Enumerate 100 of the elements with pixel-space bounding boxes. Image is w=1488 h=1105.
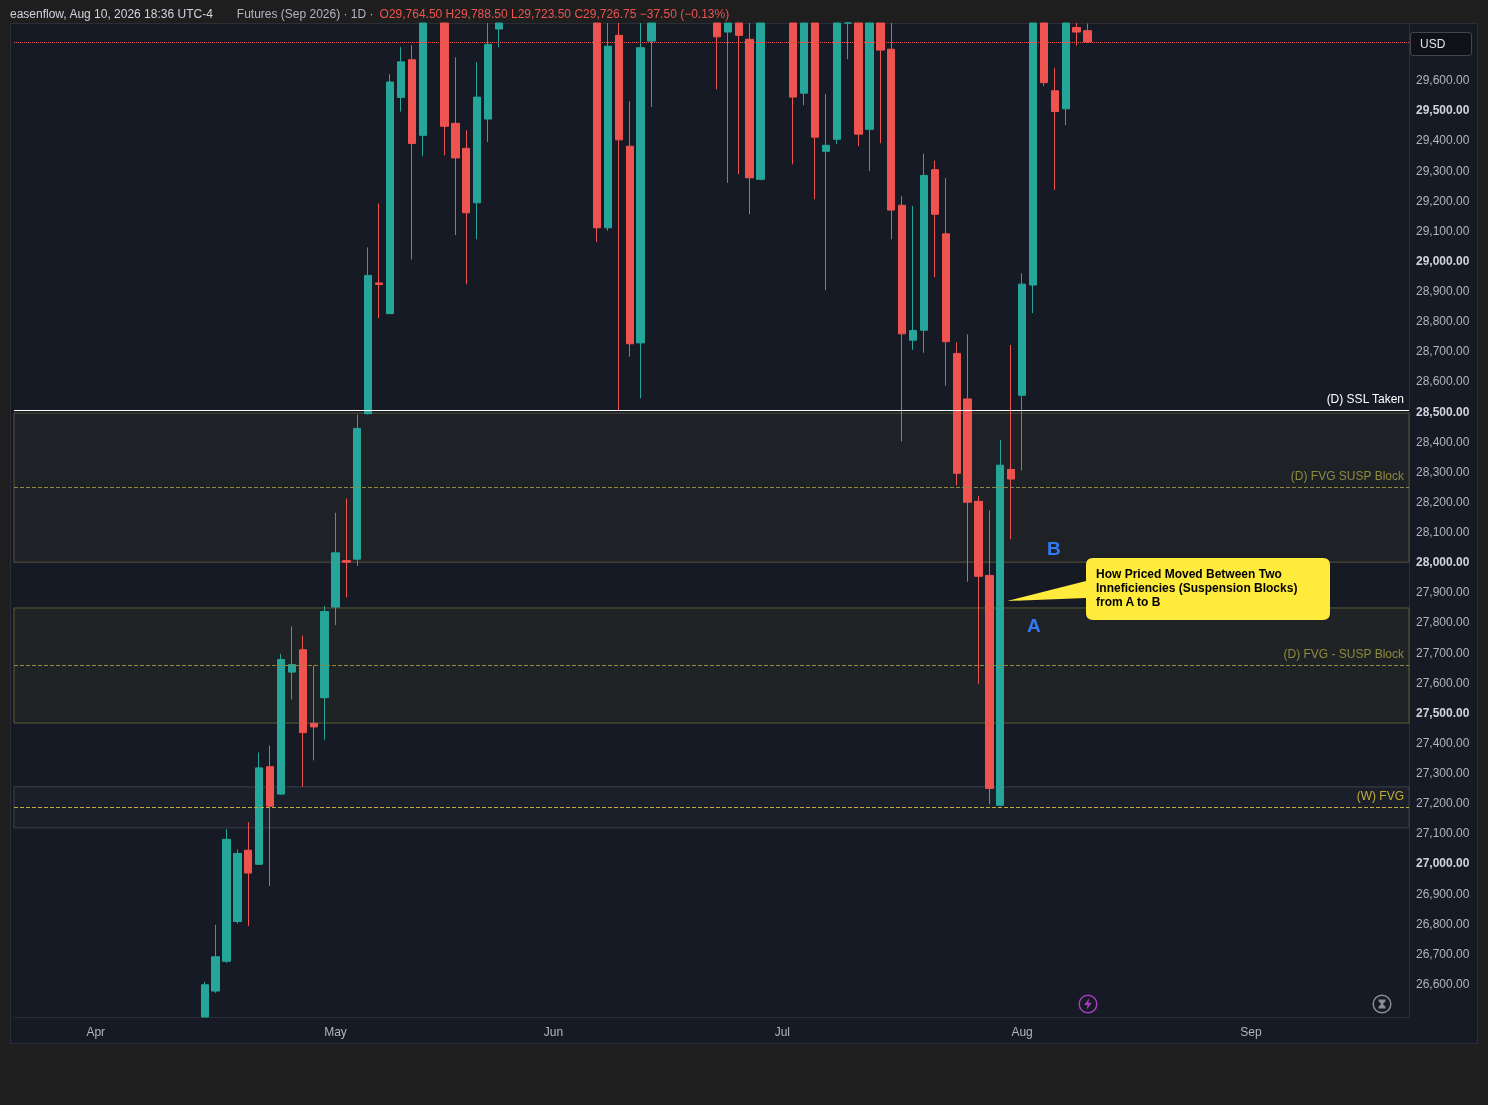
candlestick [844, 22, 852, 60]
x-tick-label: Jul [774, 1025, 791, 1039]
candlestick [1029, 22, 1037, 314]
y-tick-label: 26,600.00 [1416, 976, 1470, 991]
annotation: B [1047, 538, 1061, 560]
annotation: How Priced Moved Between Two Inneficiencies (Suspension Blocks) from A to B [1096, 567, 1299, 609]
candlestick [636, 22, 645, 399]
candlestick [320, 605, 329, 741]
x-tick-label: Apr [86, 1025, 106, 1039]
y-tick-label: 27,700.00 [1416, 645, 1470, 660]
y-tick-label: 29,000.00 [1416, 253, 1470, 268]
candlestick [495, 22, 503, 48]
x-tick-label: Jun [543, 1025, 564, 1039]
candlestick [353, 414, 361, 567]
y-tick-label: 28,100.00 [1416, 525, 1470, 540]
candlestick [909, 205, 917, 351]
candlestick [865, 22, 874, 172]
chart-subtitle: O29,764.50 H29,788.50 L29,723.50 C29,726.75 −37.50 (−0.13%) [379, 7, 730, 21]
candlestick [484, 22, 492, 143]
x-tick-label: Aug [1011, 1025, 1033, 1039]
candlestick [800, 22, 808, 106]
candlestick [1051, 67, 1059, 191]
ref-line-label: (W) FVG [1356, 789, 1404, 804]
y-tick-label: 27,100.00 [1416, 826, 1470, 841]
candlestick [647, 22, 656, 108]
candlestick [397, 46, 405, 113]
y-tick-label: 27,000.00 [1416, 856, 1470, 871]
y-tick-label: 27,900.00 [1416, 585, 1470, 600]
y-tick-label: 29,400.00 [1416, 133, 1470, 148]
candlestick [255, 752, 263, 866]
y-tick-label: 27,600.00 [1416, 675, 1470, 690]
candlestick [462, 129, 470, 285]
y-tick-label: 27,200.00 [1416, 796, 1470, 811]
candlestick [266, 745, 274, 887]
y-tick-label: 28,700.00 [1416, 344, 1470, 359]
candlestick [963, 333, 972, 583]
y-tick-label: 26,800.00 [1416, 916, 1470, 931]
candlestick [222, 828, 231, 964]
y-tick-label: 29,200.00 [1416, 193, 1470, 208]
candlestick [1007, 344, 1015, 540]
y-tick-label: 26,900.00 [1416, 886, 1470, 901]
candlestick [451, 56, 460, 236]
candlestick [277, 653, 285, 796]
candlestick [233, 849, 242, 925]
candlestick [473, 61, 481, 240]
candlestick [626, 100, 634, 358]
candlestick [822, 93, 830, 291]
y-tick-label: 29,100.00 [1416, 223, 1470, 238]
candlestick [375, 202, 383, 319]
candlestick [419, 22, 427, 157]
chart-title: Futures (Sep 2026) · 1D · [236, 7, 374, 21]
candlestick [833, 22, 841, 145]
candlestick [211, 924, 220, 994]
ref-line-label: (D) FVG - SUSP Block [1283, 646, 1405, 661]
y-tick-label: 29,600.00 [1416, 73, 1470, 88]
candlestick [386, 73, 394, 315]
y-tick-label: 28,200.00 [1416, 494, 1470, 509]
ref-line-label: (D) SSL Taken [1326, 392, 1404, 407]
candlestick [408, 44, 416, 260]
x-tick-label: Sep [1240, 1025, 1262, 1039]
y-tick-label: 27,800.00 [1416, 615, 1470, 630]
candlestick [920, 153, 928, 354]
candlestick [604, 22, 612, 232]
candlestick [985, 509, 994, 805]
x-tick-label: May [324, 1025, 347, 1039]
y-tick-label: 28,000.00 [1416, 555, 1470, 570]
annotation: A [1027, 615, 1041, 637]
y-tick-label: 28,800.00 [1416, 314, 1470, 329]
candlestick [1062, 22, 1070, 126]
candlestick [331, 512, 340, 626]
candlestick [201, 981, 209, 1018]
candlestick [342, 498, 351, 598]
y-tick-label: 28,400.00 [1416, 434, 1470, 449]
candlestick [299, 635, 307, 788]
y-tick-label: 26,700.00 [1416, 946, 1470, 961]
candlestick [898, 195, 906, 442]
text: easenflow, Aug 10, 2026 18:36 UTC-4 [10, 7, 213, 21]
y-tick-label: 28,300.00 [1416, 464, 1470, 479]
candlestick [996, 439, 1004, 807]
candlestick [942, 177, 950, 387]
candlestick [931, 160, 939, 278]
y-tick-label: 29,300.00 [1416, 163, 1470, 178]
y-tick-label: 29,500.00 [1416, 103, 1470, 118]
ref-line-label: (D) FVG SUSP Block [1290, 469, 1405, 484]
candlestick [244, 821, 252, 927]
candlestick [310, 665, 318, 761]
candlestick [364, 246, 372, 416]
candlestick [724, 22, 732, 184]
y-tick-label: 27,300.00 [1416, 766, 1470, 781]
candlestick [1018, 272, 1026, 472]
y-tick-label: 28,600.00 [1416, 374, 1470, 389]
y-tick-label: 27,500.00 [1416, 705, 1470, 720]
y-tick-label: 28,500.00 [1416, 404, 1470, 419]
y-axis-title: USD [1410, 32, 1472, 56]
candlestick [756, 22, 765, 181]
candlestick [288, 625, 296, 701]
y-tick-label: 28,900.00 [1416, 284, 1470, 299]
y-tick-label: 27,400.00 [1416, 735, 1470, 750]
candlestick [953, 341, 961, 486]
candlestick [974, 495, 983, 685]
